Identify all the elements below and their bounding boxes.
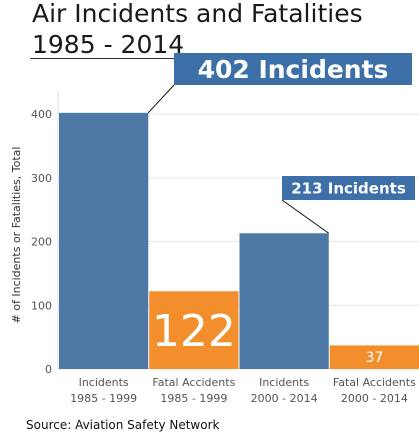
x-tick-label: 1985 - 1999 xyxy=(160,392,227,405)
title-underline xyxy=(30,58,180,59)
y-tick-label: 100 xyxy=(31,299,52,312)
y-axis-label: # of Incidents or Fatalities, Total xyxy=(10,147,23,324)
x-tick-label: Incidents xyxy=(259,376,309,389)
annotation-box xyxy=(282,176,415,200)
y-tick-label: 300 xyxy=(31,172,52,185)
annotation-leader-line xyxy=(147,84,175,114)
source-note: Source: Aviation Safety Network xyxy=(26,418,220,432)
title-line-1: Air Incidents and Fatalities xyxy=(32,0,363,28)
y-tick-label: 200 xyxy=(31,236,52,249)
x-tick-label: Fatal Accidents xyxy=(333,376,416,389)
x-tick-label: 2000 - 2014 xyxy=(251,392,318,405)
x-tick-label: 1985 - 1999 xyxy=(70,392,137,405)
bar xyxy=(59,112,149,369)
bar-value-label: 37 xyxy=(365,350,383,366)
chart-title: Air Incidents and Fatalities 1985 - 2014 xyxy=(32,0,363,60)
y-tick-labels: 0 100 200 300 400 xyxy=(31,108,52,376)
annotations: 402 Incidents 213 Incidents xyxy=(147,53,415,234)
bar xyxy=(149,291,239,369)
bar xyxy=(239,233,329,369)
bar-chart: 0 100 200 300 400 Incidents 1985 - 1999 Fatal … xyxy=(10,53,419,405)
bar-value-labels: 122 37 xyxy=(152,306,383,366)
x-tick-label: 2000 - 2014 xyxy=(341,392,408,405)
x-tick-label: Fatal Accidents xyxy=(152,376,235,389)
x-tick-label: Incidents xyxy=(79,376,129,389)
bars xyxy=(59,112,419,369)
annotation-leader-line xyxy=(281,199,330,234)
y-tick-label: 400 xyxy=(31,108,52,121)
annotation-label: 402 Incidents xyxy=(198,55,389,84)
bar xyxy=(329,345,419,369)
y-tick-label: 0 xyxy=(45,363,52,376)
annotation-box xyxy=(174,53,412,85)
x-tick-labels: Incidents 1985 - 1999 Fatal Accidents 1985 … xyxy=(70,376,416,405)
annotation-label: 213 Incidents xyxy=(291,179,406,197)
title-line-2: 1985 - 2014 xyxy=(32,30,185,59)
bar-value-label: 122 xyxy=(152,306,236,357)
